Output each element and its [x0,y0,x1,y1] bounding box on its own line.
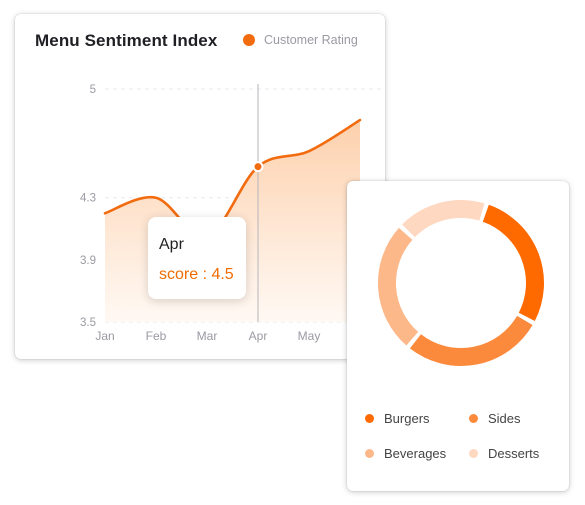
donut-slice-desserts [402,200,485,238]
donut-slice-sides [409,315,533,366]
legend-item-beverages[interactable]: Beverages [365,446,446,461]
donut-slice-beverages [378,227,419,346]
y-tick-label: 3.9 [80,255,96,267]
legend-label: Sides [488,411,521,426]
donut-chart-plot[interactable] [347,181,569,396]
legend-item-desserts[interactable]: Desserts [469,446,539,461]
line-chart-card: Menu Sentiment Index Customer Rating 3.5… [15,14,385,359]
y-tick-label: 4.3 [80,193,96,205]
tooltip-value: score : 4.5 [159,266,234,283]
x-tick-label: May [298,329,321,343]
x-tick-label: Mar [197,329,218,343]
legend-dot-icon [365,414,374,423]
donut-slice-burgers [482,204,544,321]
highlight-point [252,161,264,173]
y-tick-label: 3.5 [80,317,96,329]
legend-dot-icon [469,449,478,458]
tooltip-label: Apr [159,236,184,253]
legend-item-burgers[interactable]: Burgers [365,411,430,426]
x-tick-label: Jan [95,329,114,343]
x-tick-label: Feb [146,329,167,343]
legend-label: Beverages [384,446,447,461]
legend-dot-icon [365,449,374,458]
series-line [103,118,362,239]
legend-item-sides[interactable]: Sides [469,411,521,426]
legend-dot-icon [469,414,478,423]
donut-chart-card: Burgers Sides Beverages Desserts [347,181,569,491]
legend-dot-icon [243,34,255,46]
chart-title: Menu Sentiment Index [35,31,218,50]
legend-label: Customer Rating [264,33,358,47]
x-tick-label: Apr [249,329,268,343]
line-chart-plot[interactable]: 3.53.94.35JanFebMarAprMayJun [15,14,385,359]
legend-label: Burgers [384,411,430,426]
chart-tooltip: Apr score : 4.5 [148,217,246,299]
line-legend[interactable]: Customer Rating [243,33,358,47]
y-tick-label: 5 [90,84,96,96]
legend-label: Desserts [488,446,540,461]
